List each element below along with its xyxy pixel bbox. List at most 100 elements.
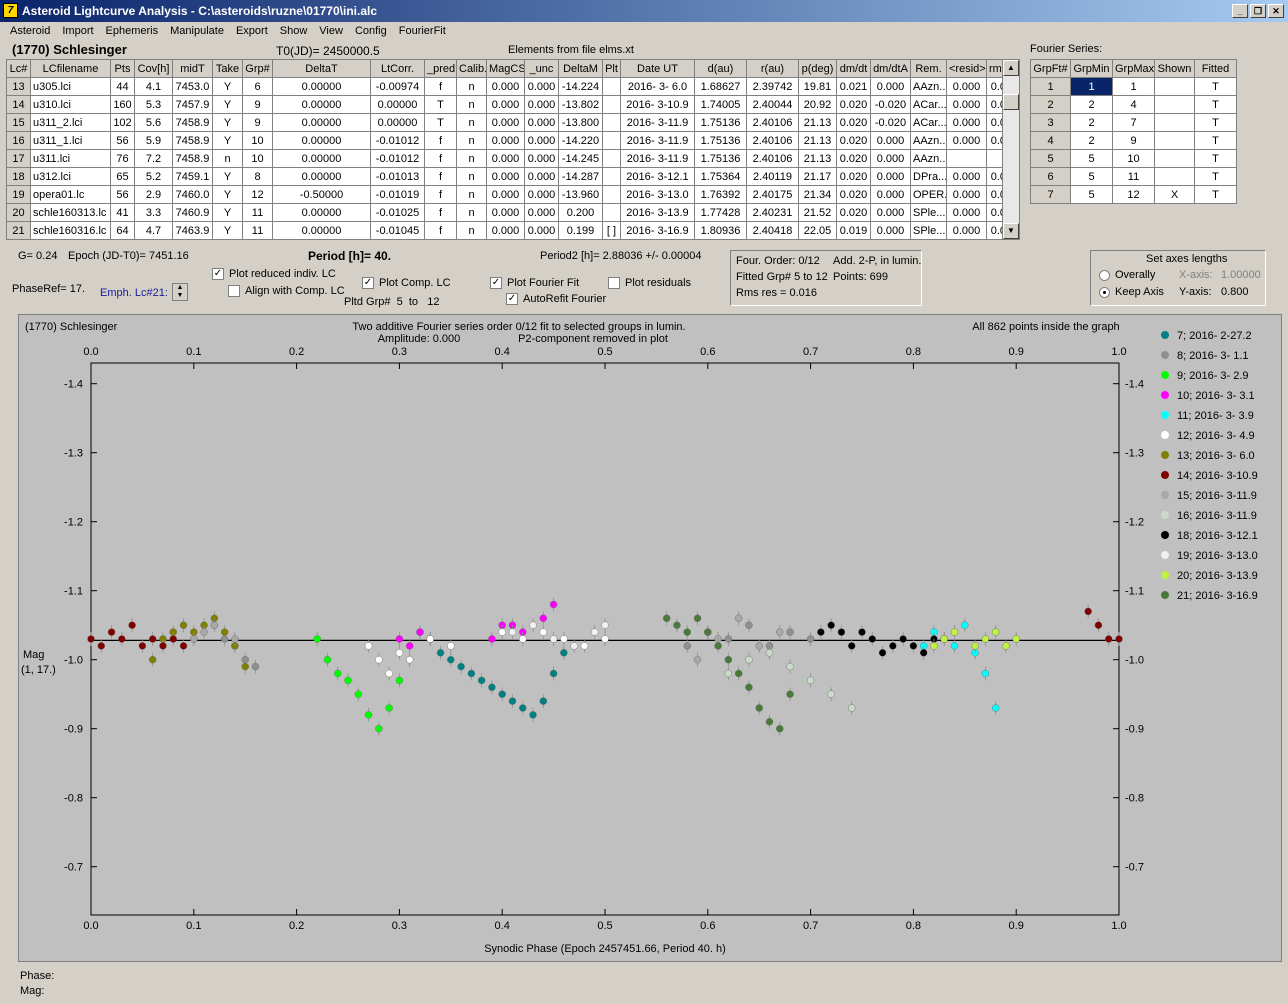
table-cell[interactable]: SPle... [910, 221, 947, 240]
table-cell[interactable]: Y [212, 113, 243, 132]
keep-axis-radio[interactable]: Keep Axis [1099, 286, 1164, 298]
table-cell[interactable]: Y [212, 95, 243, 114]
table-cell[interactable]: 1 [1112, 77, 1155, 96]
column-header[interactable]: Plt [602, 59, 621, 78]
table-cell[interactable]: 0.000 [870, 167, 911, 186]
table-cell[interactable]: 0.022 [986, 185, 1002, 204]
table-cell[interactable]: 2.39742 [746, 77, 799, 96]
table-cell[interactable]: 2.40106 [746, 113, 799, 132]
table-cell[interactable]: 5 [1070, 167, 1113, 186]
table-cell[interactable]: n [456, 113, 487, 132]
table-cell[interactable]: 1.68627 [694, 77, 747, 96]
row-header[interactable]: 21 [6, 221, 31, 240]
plot-fourier-checkbox[interactable]: ✓ Plot Fourier Fit [490, 277, 580, 290]
table-cell[interactable]: n [456, 149, 487, 168]
table-cell[interactable]: 0.000 [946, 113, 987, 132]
table-row[interactable]: 17 u311.lci 76 7.2 7458.9 n 10 0.00000 -0.01012 f… [6, 149, 1002, 168]
row-header[interactable]: 18 [6, 167, 31, 186]
table-cell[interactable]: 1.75364 [694, 167, 747, 186]
table-cell[interactable]: 0.00000 [370, 113, 425, 132]
table-cell[interactable]: schle160313.lc [30, 203, 111, 222]
table-cell[interactable]: 1.75136 [694, 131, 747, 150]
table-cell[interactable] [1154, 149, 1195, 168]
table-cell[interactable]: 0.014 [986, 131, 1002, 150]
table-cell[interactable]: n [456, 95, 487, 114]
table-cell[interactable]: 7458.9 [172, 131, 213, 150]
table-cell[interactable]: AAzn... [910, 77, 947, 96]
table-cell[interactable]: n [456, 77, 487, 96]
table-cell[interactable]: 9 [1112, 131, 1155, 150]
table-cell[interactable]: -0.01013 [370, 167, 425, 186]
table-cell[interactable]: 11 [242, 203, 273, 222]
table-cell[interactable]: 6 [242, 77, 273, 96]
table-cell[interactable]: 0.013 [986, 95, 1002, 114]
plot-residuals-checkbox[interactable]: Plot residuals [608, 277, 691, 290]
table-cell[interactable]: 2 [1070, 113, 1113, 132]
table-row[interactable]: 21 schle160316.lc 64 4.7 7463.9 Y 11 0.00000 -0.… [6, 221, 1002, 240]
y-axis-value[interactable]: 0.800 [1221, 286, 1249, 298]
table-cell[interactable]: n [212, 149, 243, 168]
column-header[interactable]: Take [212, 59, 243, 78]
autorefit-checkbox[interactable]: ✓ AutoRefit Fourier [506, 293, 607, 306]
column-header[interactable]: r(au) [746, 59, 799, 78]
table-cell[interactable]: -0.020 [870, 113, 911, 132]
menu-export[interactable]: Export [235, 25, 268, 37]
table-cell[interactable]: [ ] [602, 221, 621, 240]
table-cell[interactable]: 2.9 [134, 185, 173, 204]
table-cell[interactable]: 2.40231 [746, 203, 799, 222]
table-cell[interactable]: 10 [1112, 149, 1155, 168]
lightcurve-plot[interactable]: (1770) Schlesinger Two additive Fourier … [18, 314, 1282, 962]
column-header[interactable]: d(au) [694, 59, 747, 78]
table-cell[interactable] [986, 149, 1002, 168]
row-header[interactable]: 16 [6, 131, 31, 150]
row-header[interactable]: 13 [6, 77, 31, 96]
table-cell[interactable]: 1.77428 [694, 203, 747, 222]
table-cell[interactable]: 64 [110, 221, 135, 240]
table-cell[interactable]: 9 [242, 95, 273, 114]
row-header[interactable]: 17 [6, 149, 31, 168]
table-cell[interactable]: -0.01012 [370, 149, 425, 168]
row-header[interactable]: 15 [6, 113, 31, 132]
table-cell[interactable]: 21.13 [798, 113, 837, 132]
table-cell[interactable]: 0.000 [870, 131, 911, 150]
table-cell[interactable]: 0.000 [870, 221, 911, 240]
table-cell[interactable]: T [1194, 167, 1237, 186]
table-cell[interactable]: 0.000 [486, 185, 525, 204]
table-row[interactable]: 20 schle160313.lc 41 3.3 7460.9 Y 11 0.00000 -0.… [6, 203, 1002, 222]
table-row[interactable]: 19 opera01.lc 56 2.9 7460.0 Y 12 -0.50000 -0.010… [6, 185, 1002, 204]
table-cell[interactable]: f [424, 203, 457, 222]
table-cell[interactable]: 0.016 [986, 167, 1002, 186]
table-cell[interactable]: 2.40175 [746, 185, 799, 204]
table-cell[interactable]: 0.000 [870, 203, 911, 222]
table-cell[interactable]: 0.021 [836, 77, 871, 96]
table-cell[interactable]: 2 [1070, 131, 1113, 150]
table-cell[interactable]: 0.000 [524, 221, 559, 240]
table-cell[interactable]: 1 [1070, 77, 1113, 96]
table-cell[interactable]: 7458.9 [172, 113, 213, 132]
table-cell[interactable]: -0.01025 [370, 203, 425, 222]
table-cell[interactable]: ACar... [910, 95, 947, 114]
table-cell[interactable]: 10 [242, 131, 273, 150]
table-cell[interactable]: 0.000 [524, 113, 559, 132]
row-header[interactable]: 4 [1030, 131, 1071, 150]
table-cell[interactable]: 0.000 [946, 77, 987, 96]
table-cell[interactable]: 21.34 [798, 185, 837, 204]
table-cell[interactable]: 0.200 [558, 203, 603, 222]
table-cell[interactable]: 0.000 [946, 185, 987, 204]
table-cell[interactable]: Y [212, 77, 243, 96]
menu-import[interactable]: Import [62, 25, 94, 37]
table-cell[interactable]: 56 [110, 131, 135, 150]
row-header[interactable]: 6 [1030, 167, 1071, 186]
column-header[interactable]: _unc [524, 59, 559, 78]
table-cell[interactable]: Y [212, 221, 243, 240]
table-cell[interactable]: 4.7 [134, 221, 173, 240]
table-cell[interactable]: 9 [242, 113, 273, 132]
table-cell[interactable]: 1.74005 [694, 95, 747, 114]
table-cell[interactable]: 11 [242, 221, 273, 240]
scroll-up-icon[interactable]: ▲ [1003, 60, 1019, 76]
table-cell[interactable]: 2.40119 [746, 167, 799, 186]
table-cell[interactable]: 0.000 [946, 167, 987, 186]
row-header[interactable]: 5 [1030, 149, 1071, 168]
table-cell[interactable]: 21.13 [798, 131, 837, 150]
row-header[interactable]: 19 [6, 185, 31, 204]
